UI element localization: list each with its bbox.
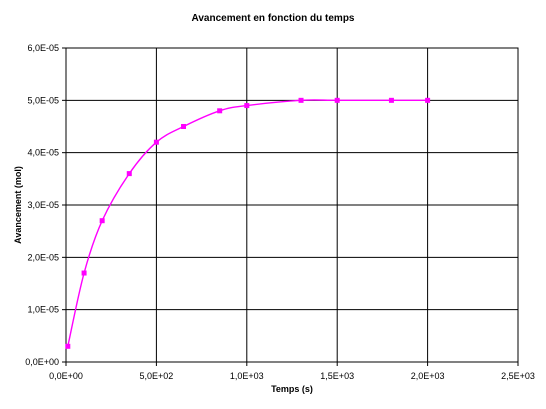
data-point — [181, 124, 187, 129]
x-tick-label: 2,5E+03 — [501, 371, 535, 381]
y-tick-label: 4,0E-05 — [27, 148, 59, 158]
data-point — [81, 270, 87, 276]
data-point — [388, 97, 394, 103]
x-tick-label: 5,0E+02 — [140, 371, 174, 381]
series-layer — [65, 97, 431, 349]
x-tick-label: 2,0E+03 — [411, 371, 445, 381]
data-point — [153, 139, 159, 145]
data-point — [334, 97, 340, 103]
y-tick-label: 1,0E-05 — [27, 305, 59, 315]
series-line — [67, 99, 428, 347]
y-axis-title: Avancement (mol) — [13, 166, 23, 244]
y-tick-label: 6,0E-05 — [27, 43, 59, 53]
data-point — [99, 218, 105, 224]
x-tick-label: 1,5E+03 — [320, 371, 354, 381]
y-tick-label: 0,0E+00 — [25, 357, 59, 367]
x-axis-title: Temps (s) — [271, 384, 313, 394]
y-tick-label: 2,0E-05 — [27, 252, 59, 262]
data-point — [244, 103, 250, 109]
data-point — [298, 97, 304, 103]
data-point — [126, 171, 132, 177]
y-tick-label: 5,0E-05 — [27, 95, 59, 105]
y-tick-labels: 0,0E+00 1,0E-05 2,0E-05 3,0E-05 4,0E-05 5,0E-… — [25, 43, 59, 367]
data-point — [65, 343, 71, 349]
grid-lines — [62, 47, 519, 366]
x-tick-label: 0,0E+00 — [49, 371, 83, 381]
chart-title: Avancement en fonction du temps — [192, 13, 355, 24]
data-point — [425, 97, 431, 103]
plot-area — [62, 47, 519, 366]
x-tick-label: 1,0E+03 — [230, 371, 264, 381]
x-tick-labels: 0,0E+00 5,0E+02 1,0E+03 1,5E+03 2,0E+03 2,5E+… — [49, 371, 535, 381]
data-point — [217, 108, 223, 114]
y-tick-label: 3,0E-05 — [27, 200, 59, 210]
